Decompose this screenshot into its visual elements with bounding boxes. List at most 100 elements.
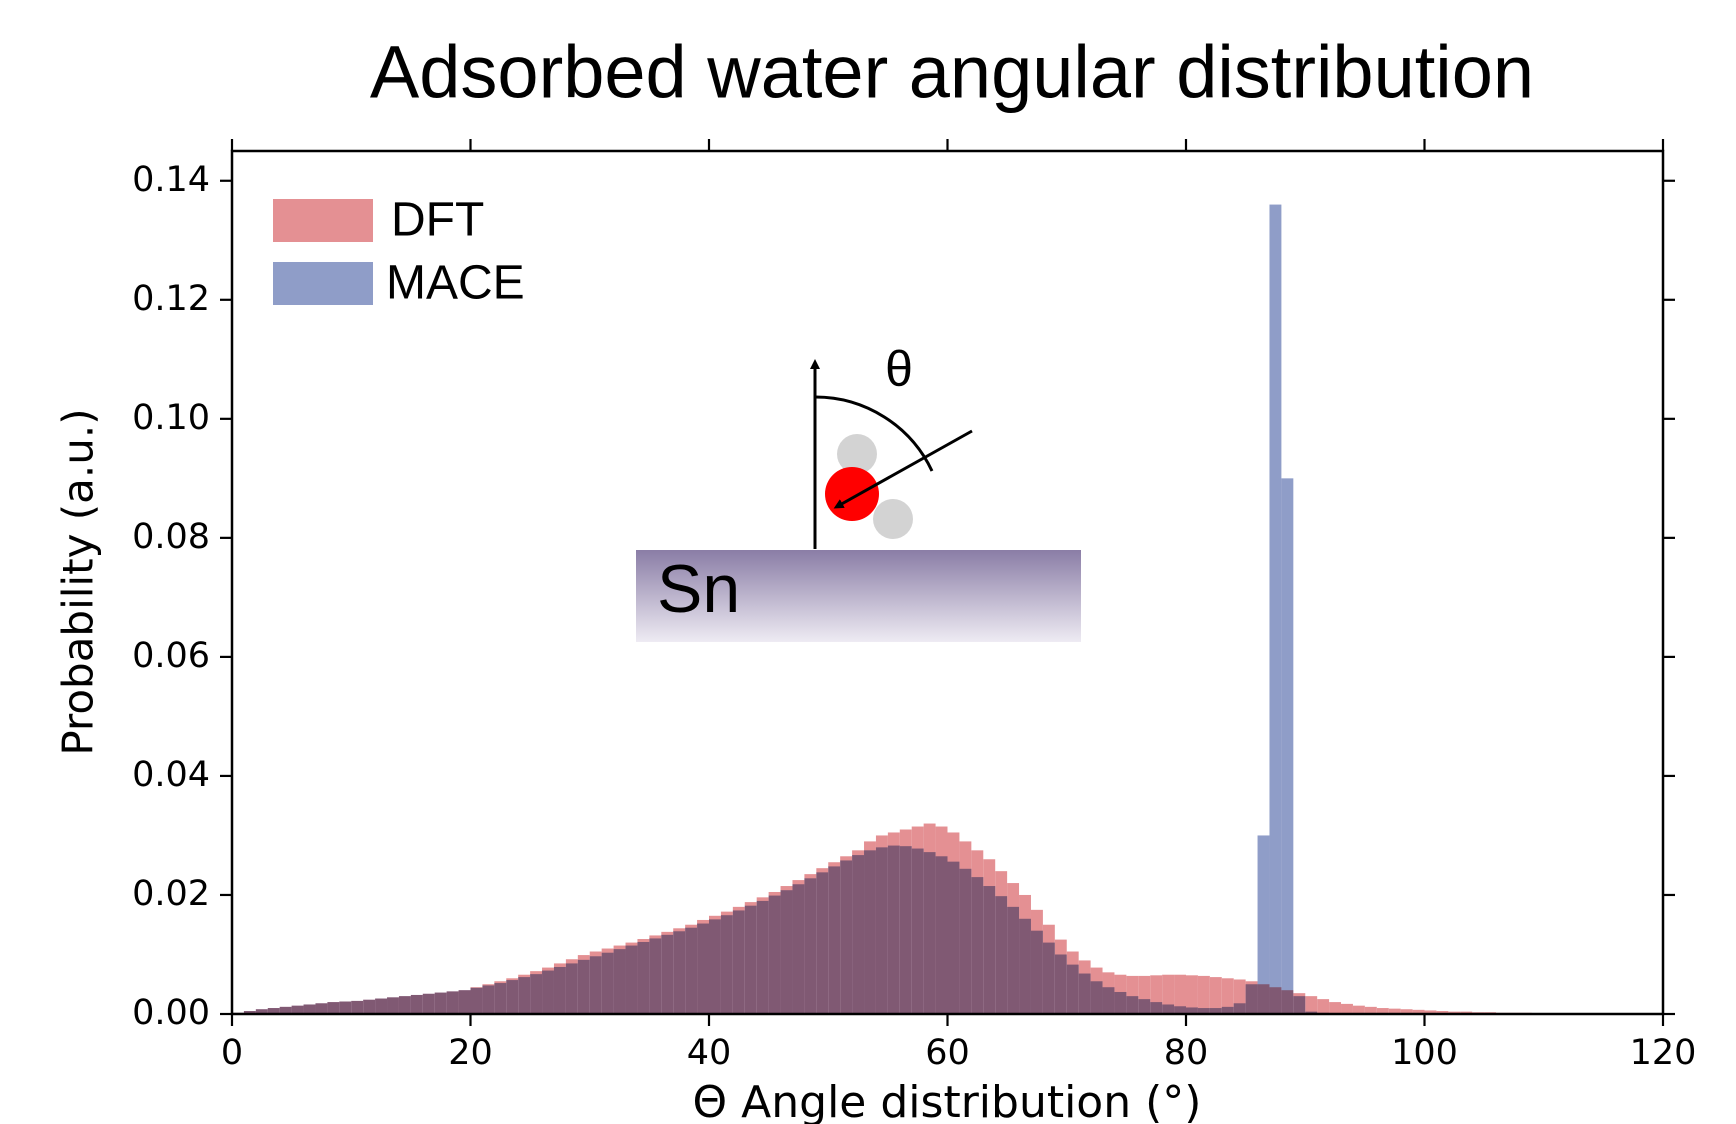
bar [1341, 1003, 1353, 1014]
y-tick-label: 0.06 [132, 636, 210, 676]
bar [1209, 1008, 1222, 1014]
angle-arc [814, 395, 934, 472]
bar [410, 994, 423, 1014]
bar [959, 868, 972, 1014]
bar [530, 974, 543, 1014]
bar [482, 985, 495, 1014]
bar [1162, 974, 1175, 1014]
bar [637, 941, 650, 1014]
legend-swatch [273, 199, 373, 242]
surface [636, 550, 1081, 642]
bar [685, 927, 698, 1014]
x-tick-label: 80 [1164, 1033, 1209, 1073]
bar [363, 999, 376, 1014]
bar [828, 866, 841, 1014]
bar [553, 966, 566, 1014]
bar [1042, 942, 1055, 1014]
bar [279, 1006, 292, 1014]
histogram-bars [232, 204, 1592, 1014]
y-tick-label: 0.08 [132, 517, 210, 557]
bar [1126, 975, 1139, 1014]
bar [1305, 996, 1318, 1014]
legend-label: MACE [386, 257, 525, 310]
bar [1400, 1009, 1413, 1014]
bar [756, 900, 769, 1014]
bar [375, 998, 388, 1014]
y-tick-label: 0.12 [132, 279, 210, 319]
x-tick-label: 20 [448, 1033, 493, 1073]
bar [1174, 1006, 1186, 1014]
bar [649, 938, 662, 1014]
bar [565, 963, 578, 1014]
bar [518, 977, 531, 1014]
bar [1102, 987, 1115, 1014]
bar [1388, 1008, 1401, 1014]
bar [625, 945, 638, 1014]
bar [434, 992, 447, 1014]
bar [1221, 978, 1234, 1014]
bar [1186, 1007, 1198, 1014]
bar [864, 850, 876, 1014]
bar [1138, 975, 1151, 1014]
x-axis-label: Θ Angle distribution (°) [693, 1077, 1202, 1124]
bar [506, 980, 519, 1014]
series [232, 204, 1353, 1014]
bar [1364, 1006, 1377, 1014]
bar [613, 949, 626, 1014]
y-tick-label: 0.04 [132, 755, 210, 795]
bar [947, 861, 960, 1014]
bar [1269, 204, 1282, 1014]
bar [1209, 977, 1222, 1014]
bar [542, 970, 554, 1014]
bar [1221, 1006, 1234, 1014]
bar [1436, 1011, 1449, 1014]
bar [1030, 930, 1043, 1014]
hydrogen-atom [873, 499, 913, 539]
bar [1150, 975, 1163, 1014]
y-tick-label: 0.00 [132, 993, 210, 1033]
bar [1412, 1009, 1425, 1014]
legend: DFT MACE [273, 194, 525, 310]
bar [1066, 964, 1079, 1014]
bar [327, 1002, 340, 1014]
bar [1150, 1002, 1163, 1014]
y-tick-label: 0.02 [132, 874, 210, 914]
bar [446, 991, 459, 1014]
bar [1090, 981, 1103, 1014]
bar [243, 1011, 256, 1014]
bar [339, 1001, 352, 1014]
bar [1019, 918, 1031, 1014]
bar [303, 1004, 316, 1014]
bar [792, 884, 805, 1014]
bar [697, 923, 709, 1014]
bar [971, 877, 984, 1014]
bar [1126, 996, 1139, 1014]
bar [351, 1000, 364, 1014]
bar [852, 855, 865, 1014]
bar [398, 996, 411, 1014]
bar [1352, 1005, 1365, 1014]
y-tick-label: 0.14 [132, 160, 210, 200]
bar [494, 983, 507, 1014]
bar [1233, 1003, 1246, 1014]
bar [1329, 1002, 1342, 1014]
bar [1197, 1008, 1210, 1014]
bar [1233, 979, 1246, 1014]
bar [983, 886, 996, 1014]
bar [1197, 975, 1210, 1014]
legend-label: DFT [391, 194, 484, 247]
bar [1054, 954, 1067, 1014]
bar [1257, 835, 1270, 1014]
x-tick-label: 40 [687, 1033, 732, 1073]
axes: 0 20 40 60 80 100 120 0.00 0.02 0.04 0.06 0.08 0.10 0… [132, 139, 1696, 1073]
bar [1007, 906, 1020, 1014]
bar [387, 997, 399, 1014]
bar [1293, 996, 1306, 1014]
x-tick-label: 120 [1630, 1033, 1697, 1073]
x-tick-label: 0 [221, 1033, 243, 1073]
bar [255, 1009, 268, 1014]
bar [291, 1005, 304, 1014]
y-tick-label: 0.10 [132, 398, 210, 438]
bar [1424, 1010, 1437, 1014]
